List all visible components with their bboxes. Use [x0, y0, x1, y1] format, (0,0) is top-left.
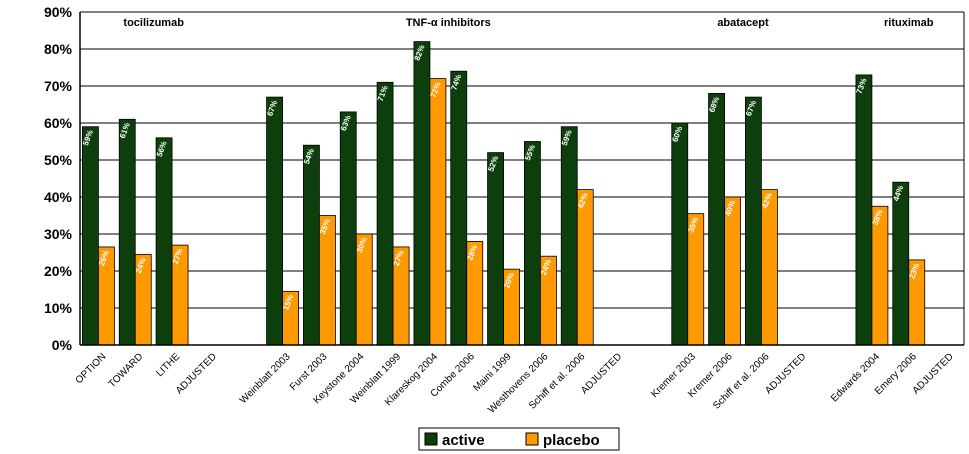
bar-active: [671, 122, 689, 346]
y-tick-label: 20%: [44, 263, 73, 279]
legend-swatch-active: [424, 432, 438, 446]
group-labels: tocilizumab TNF-α inhibitors abatacept ritu…: [123, 17, 933, 29]
gridlines: [80, 11, 964, 346]
bar-active: [339, 111, 357, 346]
bar-active: [118, 118, 136, 346]
legend-box: [418, 427, 620, 451]
bar-active: [450, 70, 468, 346]
bar-placebo: [761, 189, 778, 346]
bar-active: [155, 137, 173, 346]
bar-active: [376, 81, 394, 346]
bar-placebo: [576, 189, 594, 346]
y-tick-label: 90%: [44, 4, 73, 20]
axes: [79, 11, 965, 346]
bar-active: [266, 96, 283, 346]
x-tick-label: Edwards 2004: [829, 351, 882, 404]
group-label: tocilizumab: [123, 17, 184, 29]
bar-active: [82, 126, 99, 346]
y-axis-ticks: 0% 10% 20% 30% 40% 50% 60% 70% 80% 90%: [44, 4, 73, 353]
bar-placebo: [687, 213, 705, 346]
bar-placebo: [871, 205, 889, 346]
y-tick-label: 60%: [44, 115, 73, 131]
bar-active: [855, 74, 873, 346]
legend-swatch-placebo: [525, 432, 539, 446]
legend: active placebo: [418, 427, 620, 451]
legend-label-placebo: placebo: [543, 432, 600, 449]
bar-active: [303, 144, 320, 346]
group-label: TNF-α inhibitors: [406, 17, 491, 29]
y-tick-label: 50%: [44, 152, 73, 168]
group-label: rituximab: [884, 17, 934, 29]
x-tick-label: LITHE: [154, 351, 182, 379]
y-tick-label: 10%: [44, 300, 73, 316]
group-label: abatacept: [717, 17, 769, 29]
bar-active: [487, 152, 504, 346]
bar-active: [708, 93, 725, 346]
bar-placebo: [429, 78, 447, 346]
bar-active: [892, 181, 910, 346]
y-tick-label: 40%: [44, 189, 73, 205]
y-tick-label: 0%: [52, 337, 73, 353]
y-tick-label: 80%: [44, 41, 73, 57]
bar-active: [560, 126, 578, 346]
legend-label-active: active: [442, 432, 485, 449]
y-tick-label: 70%: [44, 78, 73, 94]
bars: [82, 41, 926, 346]
bar-active: [745, 96, 762, 346]
bar-active: [524, 141, 541, 346]
x-tick-label: OPTION: [74, 351, 109, 386]
x-tick-label: TOWARD: [107, 351, 146, 390]
y-tick-label: 30%: [44, 226, 73, 242]
x-tick-label: Weinblatt 2003: [238, 351, 293, 406]
bar-active: [413, 41, 431, 346]
bar-placebo: [724, 196, 741, 346]
